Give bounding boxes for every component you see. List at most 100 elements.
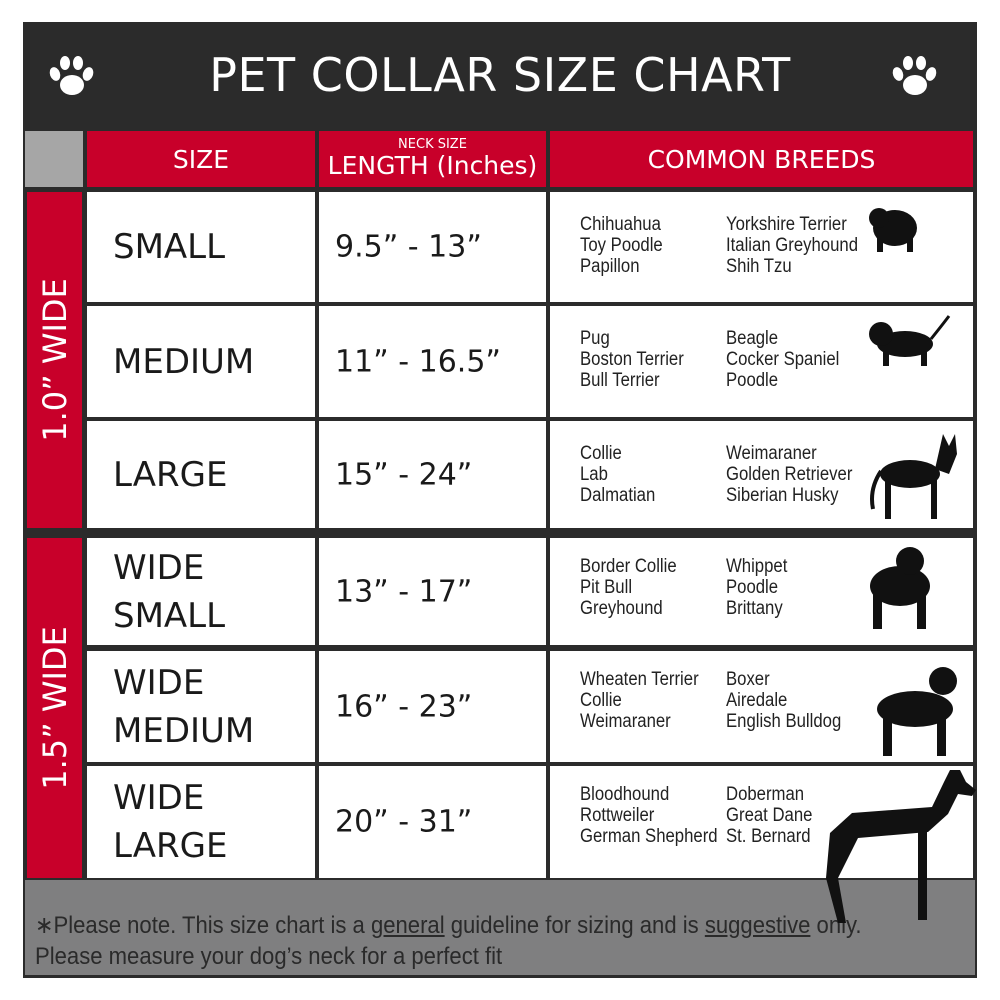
length-value: 16” - 23” xyxy=(335,689,473,724)
group-label: 1.5” WIDE xyxy=(35,626,74,790)
breeds-list-a: Pug Boston Terrier Bull Terrier xyxy=(580,328,684,391)
breed-name: English Bulldog xyxy=(726,711,842,732)
note-emphasis: suggestive xyxy=(704,912,811,939)
size-text: SMALL xyxy=(113,227,226,267)
breeds-list-a: Chihuahua Toy Poodle Papillon xyxy=(580,214,663,277)
breed-name: Dalmatian xyxy=(580,485,656,506)
header-breeds: COMMON BREEDS xyxy=(550,131,973,187)
breed-name: Yorkshire Terrier xyxy=(726,214,847,235)
breed-name: Weimaraner xyxy=(580,711,671,732)
length-cell: 15” - 24” xyxy=(319,421,546,528)
size-cell: WIDE SMALL xyxy=(87,538,315,645)
corner-cell xyxy=(25,131,83,187)
paw-print-icon xyxy=(892,56,937,95)
breed-name: Italian Greyhound xyxy=(726,235,858,256)
length-value: 15” - 24” xyxy=(335,457,473,492)
breed-name: Weimaraner xyxy=(726,443,817,464)
breed-name: Poodle xyxy=(726,370,779,391)
breed-name: Papillon xyxy=(580,256,640,277)
size-label: SMALL xyxy=(113,223,225,271)
breeds-list-b: Doberman Great Dane St. Bernard xyxy=(726,784,812,847)
breed-name: St. Bernard xyxy=(726,826,811,847)
breed-name: Pit Bull xyxy=(580,577,633,598)
breeds-list-b: Yorkshire Terrier Italian Greyhound Shih T… xyxy=(726,214,858,277)
breed-name: Brittany xyxy=(726,598,783,619)
breed-name: Poodle xyxy=(726,577,779,598)
dog-silhouette-icon xyxy=(870,434,957,519)
size-label: LARGE xyxy=(113,451,227,499)
breed-name: Toy Poodle xyxy=(580,235,663,256)
footer-note: ∗Please note. This size chart is a gener… xyxy=(25,880,975,975)
breeds-cell: Wheaten Terrier Collie Weimaraner Boxer Air… xyxy=(550,651,973,762)
breed-name: Shih Tzu xyxy=(726,256,792,277)
breed-name: Doberman xyxy=(726,784,805,805)
breeds-list-b: Weimaraner Golden Retriever Siberian Husky xyxy=(726,443,852,506)
breed-name: Boxer xyxy=(726,669,770,690)
header-breeds-label: COMMON BREEDS xyxy=(647,144,876,174)
breeds-cell: Chihuahua Toy Poodle Papillon Yorkshire Te… xyxy=(550,192,973,302)
breed-name: Great Dane xyxy=(726,805,813,826)
header-length: NECK SIZE LENGTH (Inches) xyxy=(319,131,546,187)
length-cell: 9.5” - 13” xyxy=(319,192,546,302)
note-part: guideline for sizing and is xyxy=(444,912,705,939)
breed-name: Cocker Spaniel xyxy=(726,349,840,370)
breeds-list-a: Bloodhound Rottweiler German Shepherd xyxy=(580,784,718,847)
length-cell: 20” - 31” xyxy=(319,766,546,878)
length-value: 20” - 31” xyxy=(335,804,473,840)
size-text: MEDIUM xyxy=(113,341,255,382)
size-label: WIDE MEDIUM xyxy=(113,662,255,751)
breed-name: Beagle xyxy=(726,328,779,349)
breed-name: Golden Retriever xyxy=(726,464,853,485)
size-cell: WIDE LARGE xyxy=(87,766,315,878)
size-cell: WIDE MEDIUM xyxy=(87,651,315,762)
group-band-1: 1.0” WIDE xyxy=(27,192,82,528)
dog-silhouette-icon xyxy=(826,770,976,923)
breed-name: Border Collie xyxy=(580,556,677,577)
breed-name: Airedale xyxy=(726,690,788,711)
breed-name: Lab xyxy=(580,464,608,485)
length-value: 11” - 16.5” xyxy=(335,344,501,379)
breeds-cell: Collie Lab Dalmatian Weimaraner Golden Retr… xyxy=(550,421,973,528)
dog-silhouette-icon xyxy=(869,315,951,366)
length-cell: 11” - 16.5” xyxy=(319,306,546,417)
length-cell: 13” - 17” xyxy=(319,538,546,645)
header-length-sublabel: NECK SIZE xyxy=(398,137,467,152)
group-band-2: 1.5” WIDE xyxy=(27,538,82,878)
title-bar: PET COLLAR SIZE CHART xyxy=(23,22,977,128)
breeds-list-a: Collie Lab Dalmatian xyxy=(580,443,655,506)
breed-name: Bloodhound xyxy=(580,784,670,805)
size-cell: MEDIUM xyxy=(87,306,315,417)
breed-name: Bull Terrier xyxy=(580,370,660,391)
breed-name: Pug xyxy=(580,328,610,349)
breed-name: Chihuahua xyxy=(580,214,661,235)
breeds-list-a: Border Collie Pit Bull Greyhound xyxy=(580,556,677,619)
dog-silhouette-icon xyxy=(869,208,917,252)
length-cell: 16” - 23” xyxy=(319,651,546,762)
breeds-list-b: Boxer Airedale English Bulldog xyxy=(726,669,841,732)
dog-silhouette-icon xyxy=(870,547,930,629)
size-label: WIDE LARGE xyxy=(113,778,228,866)
breed-name: Boston Terrier xyxy=(580,349,684,370)
page-title: PET COLLAR SIZE CHART xyxy=(209,48,791,102)
note-line-2: Please measure your dog’s neck for a per… xyxy=(35,943,503,970)
note-text: ∗Please note. This size chart is a gener… xyxy=(35,910,862,972)
breed-name: Whippet xyxy=(726,556,788,577)
header-size: SIZE xyxy=(87,131,315,187)
breed-name: Collie xyxy=(580,443,622,464)
breeds-list-a: Wheaten Terrier Collie Weimaraner xyxy=(580,669,699,732)
size-text: LARGE xyxy=(113,454,228,495)
note-part: ∗Please note. This size chart is a xyxy=(35,912,371,939)
group-label: 1.0” WIDE xyxy=(35,278,74,442)
breeds-list-b: Whippet Poodle Brittany xyxy=(726,556,787,619)
breeds-list-b: Beagle Cocker Spaniel Poodle xyxy=(726,328,839,391)
breed-name: Wheaten Terrier xyxy=(580,669,699,690)
length-value: 13” - 17” xyxy=(335,574,473,609)
breed-name: German Shepherd xyxy=(580,826,718,847)
size-cell: SMALL xyxy=(87,192,315,302)
breed-name: Rottweiler xyxy=(580,805,655,826)
breeds-cell: Border Collie Pit Bull Greyhound Whippet Po… xyxy=(550,538,973,645)
breeds-cell: Pug Boston Terrier Bull Terrier Beagle Cock… xyxy=(550,306,973,417)
header-length-label: LENGTH (Inches) xyxy=(327,151,538,180)
header-size-label: SIZE xyxy=(172,144,230,174)
breed-name: Siberian Husky xyxy=(726,485,839,506)
